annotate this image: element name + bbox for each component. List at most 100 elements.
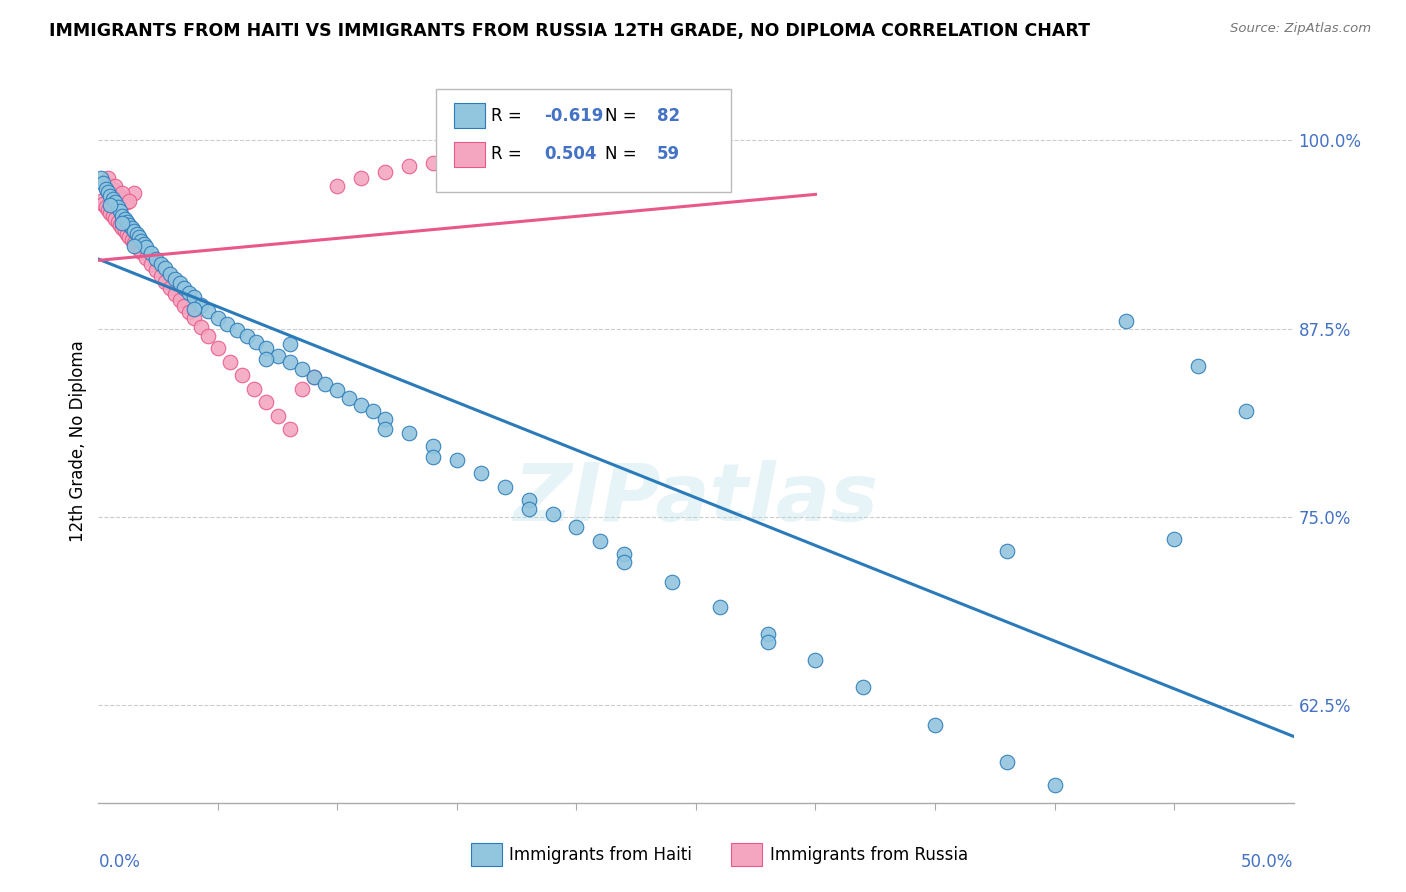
Point <box>852 680 875 694</box>
Point <box>302 369 325 384</box>
Point <box>155 275 177 289</box>
Point <box>125 239 148 253</box>
Point <box>291 362 314 376</box>
Point <box>101 182 124 196</box>
Point <box>291 382 314 396</box>
Point <box>111 186 134 201</box>
Point <box>115 215 138 229</box>
Point <box>339 391 361 405</box>
Point <box>613 555 636 569</box>
Point <box>226 323 249 337</box>
Point <box>173 281 195 295</box>
Point <box>374 412 396 426</box>
Point <box>169 277 191 291</box>
Point <box>661 574 683 589</box>
Point <box>207 341 229 355</box>
Point <box>254 341 277 355</box>
Point <box>374 165 396 179</box>
Point <box>139 257 162 271</box>
Point <box>470 466 492 480</box>
Point <box>125 227 148 241</box>
Point <box>422 156 444 170</box>
Point <box>197 329 219 343</box>
Point <box>149 268 172 283</box>
Point <box>278 355 301 369</box>
Point <box>350 399 373 413</box>
Point <box>183 311 205 326</box>
Point <box>302 369 325 384</box>
Point <box>91 196 114 211</box>
Text: 59: 59 <box>657 145 679 163</box>
Point <box>1115 314 1137 328</box>
Point <box>363 404 385 418</box>
Point <box>94 182 117 196</box>
Text: Immigrants from Russia: Immigrants from Russia <box>770 846 969 863</box>
Point <box>94 200 117 214</box>
Point <box>217 317 239 331</box>
Point <box>97 171 120 186</box>
Text: R =: R = <box>491 107 527 125</box>
Point <box>190 297 212 311</box>
Point <box>90 194 112 208</box>
Point <box>190 320 212 334</box>
Point <box>104 195 127 210</box>
Point <box>131 235 153 249</box>
Point <box>219 355 242 369</box>
Point <box>446 452 468 467</box>
Point <box>995 544 1018 558</box>
Point <box>685 134 707 148</box>
Point <box>315 377 337 392</box>
Point <box>179 305 201 319</box>
Point <box>169 293 191 307</box>
Point <box>398 159 420 173</box>
Point <box>267 349 290 363</box>
Point <box>108 218 131 232</box>
Point <box>278 423 301 437</box>
Point <box>155 261 177 276</box>
Point <box>1163 533 1185 547</box>
Point <box>107 200 129 214</box>
Text: 82: 82 <box>657 107 679 125</box>
Point <box>124 239 146 253</box>
Point <box>104 178 127 193</box>
Point <box>756 634 779 648</box>
Point <box>124 235 146 250</box>
Y-axis label: 12th Grade, No Diploma: 12th Grade, No Diploma <box>69 341 87 542</box>
Point <box>163 272 186 286</box>
Point <box>104 211 127 226</box>
Text: Source: ZipAtlas.com: Source: ZipAtlas.com <box>1230 22 1371 36</box>
Point <box>115 195 138 210</box>
Point <box>131 244 153 259</box>
Point <box>118 218 141 232</box>
Point <box>278 336 301 351</box>
Point <box>98 206 122 220</box>
Point <box>149 257 172 271</box>
Point <box>183 290 205 304</box>
Point <box>179 285 201 300</box>
Point <box>128 242 150 256</box>
Point <box>101 209 124 223</box>
Point <box>121 233 143 247</box>
Point <box>494 147 516 161</box>
Point <box>118 230 141 244</box>
Point <box>709 600 731 615</box>
Point <box>326 178 349 193</box>
Point <box>111 216 134 230</box>
Text: ZIPatlas: ZIPatlas <box>513 460 879 539</box>
Point <box>245 335 267 350</box>
Point <box>374 423 396 437</box>
Point <box>91 176 114 190</box>
Point <box>446 153 468 167</box>
Point <box>494 480 516 494</box>
Point <box>98 189 122 203</box>
Point <box>924 717 946 731</box>
Point <box>94 176 117 190</box>
Point <box>231 368 253 383</box>
Point <box>254 395 277 409</box>
Point <box>1234 404 1257 418</box>
Point <box>114 224 136 238</box>
Point <box>1187 359 1209 374</box>
Point <box>159 281 181 295</box>
Point <box>107 215 129 229</box>
Point <box>398 425 420 440</box>
